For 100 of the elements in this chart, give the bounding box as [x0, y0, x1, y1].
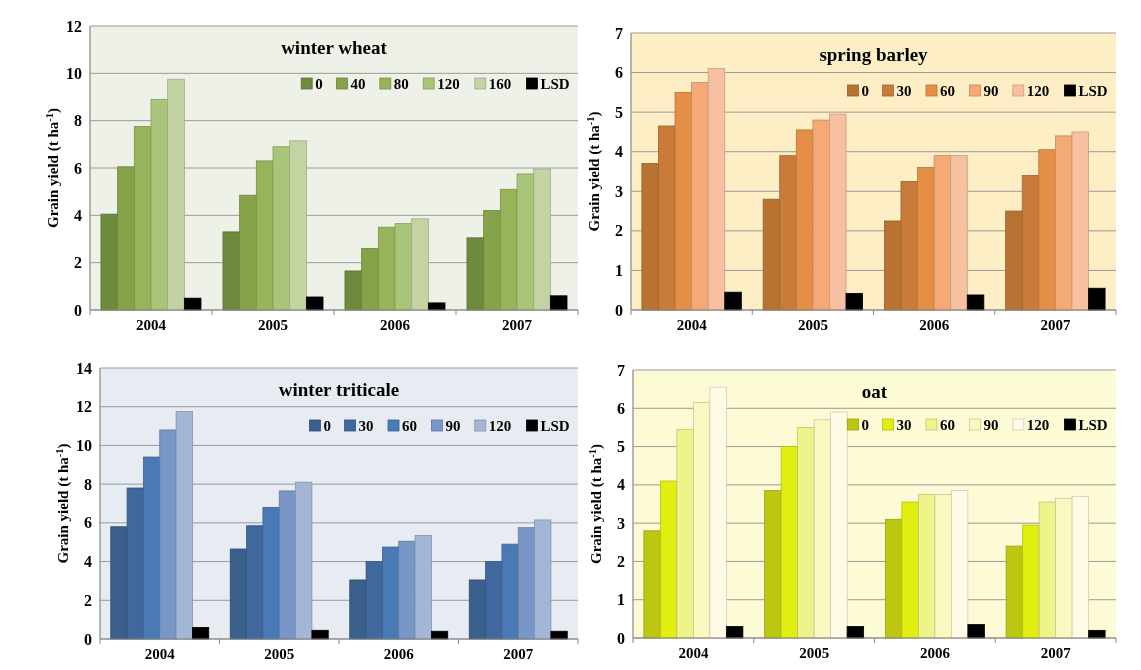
bar [795, 129, 814, 311]
bar [884, 220, 902, 311]
bar [846, 626, 865, 639]
bar [499, 188, 518, 311]
y-tick-label: 7 [615, 24, 623, 42]
bar [289, 140, 307, 311]
legend-label: 120 [437, 76, 460, 93]
y-tick-label: 7 [617, 361, 625, 379]
legend-label: 30 [896, 417, 912, 434]
y-tick-label: 10 [66, 64, 82, 82]
text: winter wheat [281, 37, 388, 58]
legend-label: 120 [1026, 83, 1050, 100]
bar [966, 294, 985, 311]
bar [917, 494, 936, 639]
legend-label: LSD [540, 76, 570, 93]
legend-label: 0 [323, 418, 331, 435]
y-tick-label: 8 [84, 475, 92, 493]
x-tick-label: 2007 [502, 317, 533, 333]
legend-label: LSD [540, 418, 570, 435]
bar [229, 548, 247, 640]
bar [762, 198, 781, 311]
bar [934, 494, 952, 639]
legend-label: 90 [445, 418, 461, 435]
bar [278, 490, 296, 640]
legend-label: 60 [940, 417, 955, 434]
bar [533, 168, 551, 311]
bar [813, 419, 832, 639]
bar [845, 292, 863, 311]
bar [1071, 131, 1089, 311]
bar [272, 146, 291, 311]
bar [709, 386, 727, 639]
bar [517, 527, 535, 640]
y-tick-label: 0 [84, 630, 92, 648]
legend-label: 160 [488, 76, 512, 93]
y-tick-label: 5 [615, 103, 623, 121]
bar [779, 155, 797, 311]
bar [305, 296, 324, 311]
legend-label: 120 [1026, 417, 1050, 434]
legend-label: 30 [358, 418, 374, 435]
bar [900, 180, 918, 311]
bar [1038, 501, 1057, 639]
bar [707, 68, 726, 311]
bar [829, 113, 847, 311]
x-tick-label: 2004 [136, 317, 167, 333]
bar [1088, 287, 1106, 311]
text: winter triticale [278, 379, 400, 400]
y-tick-label: 12 [76, 398, 92, 416]
y-tick-label: 2 [615, 222, 623, 240]
x-tick-label: 2006 [919, 317, 950, 333]
bar [175, 411, 193, 640]
bar [468, 579, 486, 640]
bar [950, 155, 968, 311]
y-tick-label: 1 [615, 262, 623, 280]
legend-label: 0 [861, 83, 869, 100]
x-tick-label: 2004 [678, 645, 709, 661]
x-tick-label: 2006 [383, 646, 415, 662]
text: oat [861, 381, 888, 402]
legend-label: 60 [402, 418, 417, 435]
y-tick-label: 1 [617, 591, 625, 609]
bar [159, 429, 177, 640]
y-tick-label: 0 [617, 629, 625, 647]
bar [797, 427, 815, 639]
bar [394, 223, 413, 311]
x-tick-label: 2005 [799, 645, 830, 661]
legend-label: LSD [1078, 417, 1108, 434]
y-tick-label: 8 [74, 112, 82, 130]
x-tick-label: 2004 [676, 317, 708, 333]
bar [110, 526, 128, 640]
y-tick-label: 10 [76, 437, 92, 455]
legend-label: 120 [488, 418, 512, 435]
y-tick-label: 6 [74, 159, 82, 177]
bar [411, 218, 429, 311]
legend-label: 80 [393, 76, 409, 93]
bar [167, 78, 185, 311]
legend-label: 30 [896, 83, 912, 100]
bar [414, 535, 432, 640]
y-tick-label: 6 [84, 514, 92, 532]
bar [255, 160, 274, 311]
bar [725, 626, 744, 639]
bar [427, 302, 446, 311]
legend-label: LSD [1078, 83, 1108, 100]
y-tick-label: 4 [84, 553, 92, 571]
bar [1005, 210, 1023, 311]
bar [830, 411, 848, 639]
bar [692, 402, 711, 639]
bar [150, 98, 169, 311]
bar [950, 490, 969, 639]
y-tick-label: 3 [615, 182, 623, 200]
bar [349, 579, 367, 640]
bar [933, 155, 952, 311]
y-tick-label: 12 [66, 17, 82, 35]
legend-label: 40 [350, 76, 366, 93]
x-tick-label: 2004 [144, 646, 176, 662]
x-tick-label: 2007 [503, 646, 534, 662]
bar [1038, 149, 1056, 311]
bar [724, 291, 742, 311]
x-tick-label: 2005 [258, 317, 288, 333]
y-tick-label: 2 [617, 553, 625, 571]
y-tick-label: 0 [74, 301, 82, 319]
legend-label: 0 [861, 417, 869, 434]
